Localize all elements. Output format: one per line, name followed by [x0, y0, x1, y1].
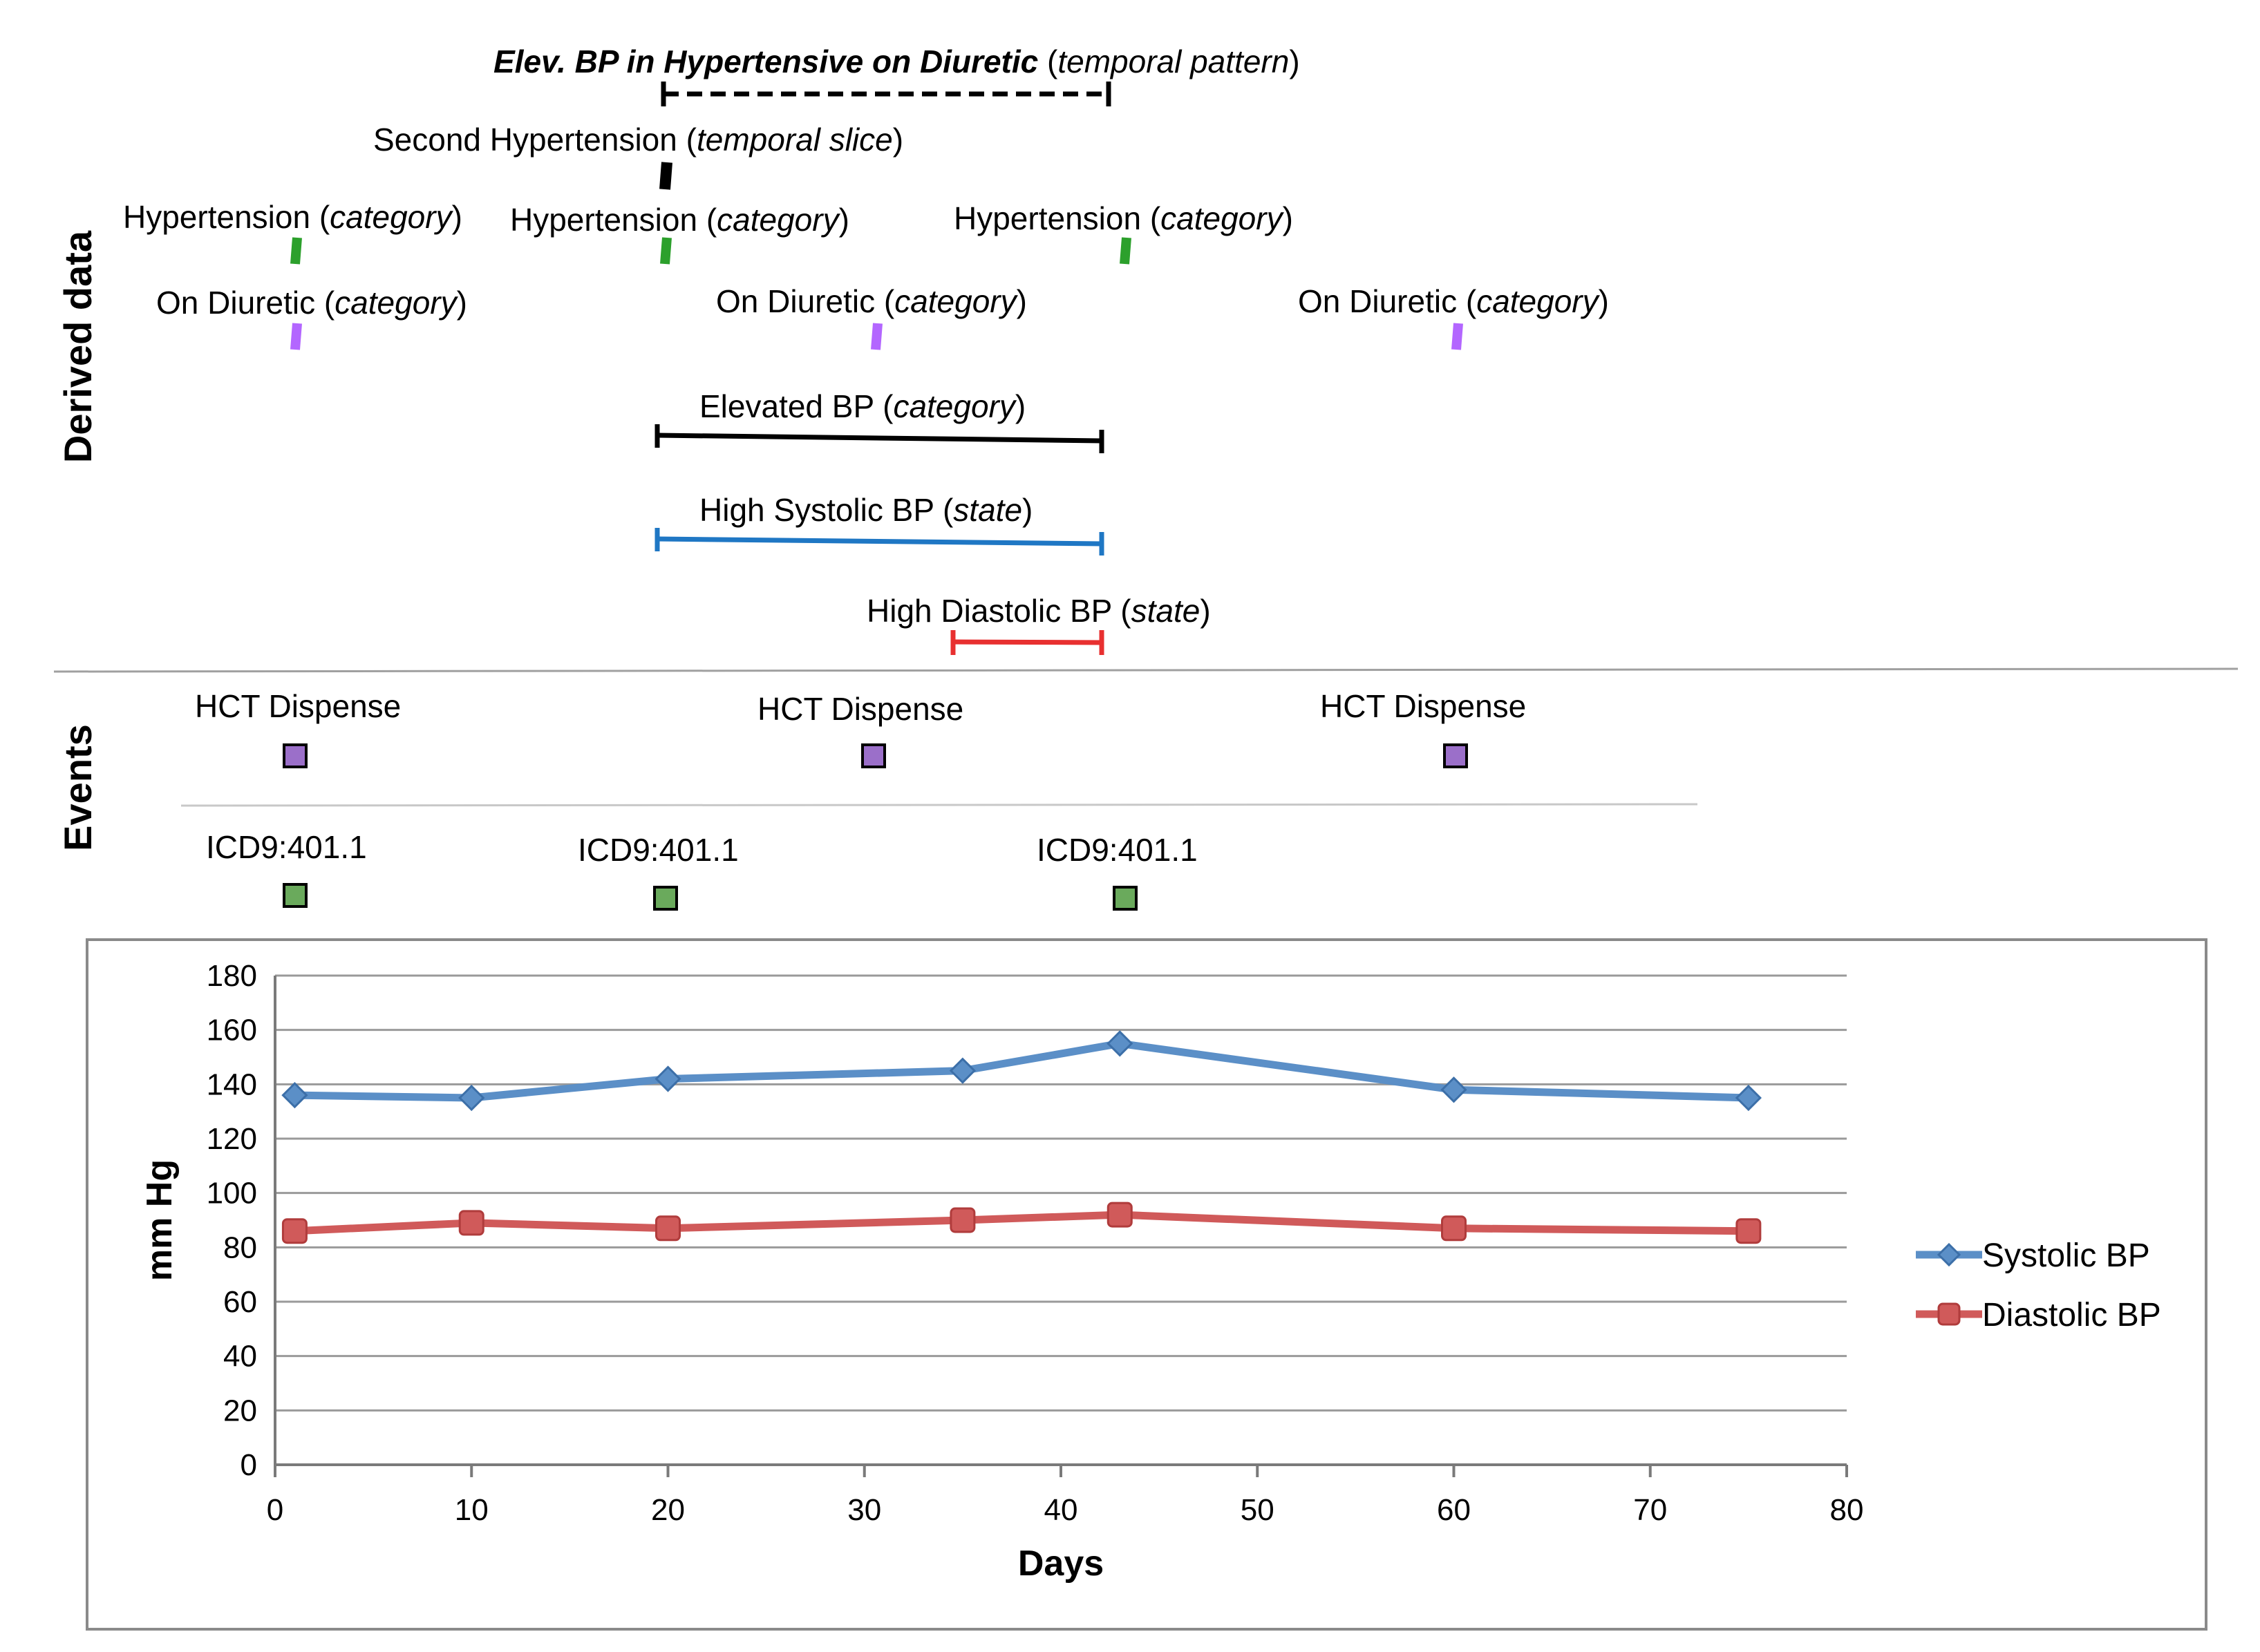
x-tick-label: 30	[847, 1493, 881, 1527]
y-tick-label: 0	[241, 1448, 257, 1482]
y-tick-label: 140	[207, 1067, 257, 1101]
systolic-point	[655, 1065, 681, 1092]
hypertension-mark-3	[1120, 237, 1131, 265]
x-tick-label: 0	[267, 1493, 283, 1527]
diuretic-mark-1	[290, 323, 302, 350]
systolic-point	[949, 1057, 976, 1084]
systolic-line	[294, 1039, 1749, 1102]
diuretic-marks	[290, 323, 1463, 350]
diastolic-point	[1735, 1218, 1762, 1244]
y-tick-label: 40	[223, 1340, 257, 1374]
x-tick-label: 40	[1044, 1493, 1078, 1527]
y-tick-label: 160	[207, 1014, 257, 1047]
diastolic-point	[655, 1215, 681, 1242]
chart-frame	[86, 938, 2207, 1631]
icd9-label-3: ICD9:401.1	[1037, 832, 1198, 868]
hypertension-mark-2	[660, 237, 672, 265]
diuretic-mark-2	[871, 323, 883, 350]
icd9-marker-1	[283, 883, 308, 908]
high-systolic-span	[655, 528, 1104, 556]
hypertension-label-1: Hypertension (category)	[123, 199, 462, 235]
diuretic-label-3: On Diuretic (category)	[1298, 283, 1609, 319]
diastolic-point	[1107, 1202, 1133, 1228]
diuretic-label-1: On Diuretic (category)	[156, 285, 467, 321]
hypertension-mark-1	[290, 237, 302, 265]
dispense-label-3: HCT Dispense	[1320, 688, 1526, 724]
y-tick-label: 20	[223, 1394, 257, 1427]
dispense-marker-2	[861, 743, 886, 768]
dispense-label-2: HCT Dispense	[757, 691, 963, 727]
x-tick-label: 80	[1830, 1493, 1864, 1527]
bp-chart: 0 20 40 60 80 100 120 140 160 180 0 10 20 30 40 50 60 70 8…	[207, 959, 1864, 1527]
y-tick-label: 120	[207, 1122, 257, 1156]
hypertension-marks	[290, 237, 1131, 265]
x-tick-label: 10	[455, 1493, 489, 1527]
dispense-marker-1	[283, 743, 308, 768]
y-axis-title: mm Hg	[140, 1159, 180, 1281]
diastolic-point	[950, 1207, 976, 1233]
hypertension-label-2: Hypertension (category)	[510, 202, 849, 238]
y-tick-label: 80	[223, 1231, 257, 1264]
high-systolic-label: High Systolic BP (state)	[699, 492, 1033, 528]
diuretic-label-2: On Diuretic (category)	[716, 283, 1027, 319]
x-tick-label: 60	[1437, 1493, 1471, 1527]
section-divider	[53, 667, 2239, 673]
dispense-marker-3	[1443, 743, 1468, 768]
icd9-markers	[283, 883, 1138, 911]
y-tick-label: 100	[207, 1177, 257, 1210]
x-tick-label: 50	[1241, 1493, 1274, 1527]
systolic-point	[458, 1084, 485, 1112]
diastolic-line	[294, 1210, 1749, 1235]
elevated-bp-span	[655, 424, 1104, 453]
chart-legend: Systolic BP Diastolic BP	[1916, 1237, 2161, 1333]
slice-label: Second Hypertension (temporal slice)	[373, 122, 903, 158]
pattern-name: Elev. BP in Hypertensive on Diuretic	[493, 44, 1038, 79]
dispense-markers	[283, 743, 1468, 768]
events-section-label: Events	[56, 724, 100, 851]
systolic-point	[1440, 1076, 1467, 1103]
icd9-marker-3	[1113, 886, 1138, 911]
hypertension-label-3: Hypertension (category)	[954, 200, 1293, 236]
slice-mark	[659, 162, 672, 190]
events-divider	[180, 803, 1698, 807]
systolic-point	[1107, 1030, 1133, 1057]
systolic-point	[281, 1081, 308, 1109]
pattern-span	[661, 82, 1111, 106]
diastolic-point	[458, 1210, 484, 1236]
diastolic-point	[281, 1218, 308, 1244]
x-axis-title: Days	[1018, 1544, 1104, 1584]
diuretic-mark-3	[1451, 323, 1463, 350]
legend-systolic-label: Systolic BP	[1982, 1237, 2150, 1274]
pattern-label: Elev. BP in Hypertensive on Diuretic (te…	[493, 44, 1300, 79]
high-diastolic-label: High Diastolic BP (state)	[867, 593, 1211, 629]
y-tick-label: 180	[207, 959, 257, 993]
x-tick-label: 20	[651, 1493, 685, 1527]
diastolic-point	[1937, 1302, 1961, 1326]
systolic-point	[1937, 1242, 1961, 1267]
icd9-marker-2	[653, 886, 678, 911]
icd9-label-1: ICD9:401.1	[206, 829, 367, 865]
x-tick-label: 70	[1633, 1493, 1667, 1527]
y-tick-label: 60	[223, 1285, 257, 1319]
derived-data-section-label: Derived data	[56, 230, 100, 463]
legend-diastolic-label: Diastolic BP	[1982, 1297, 2161, 1333]
dispense-label-1: HCT Dispense	[195, 688, 401, 724]
high-diastolic-span	[950, 630, 1104, 655]
icd9-label-2: ICD9:401.1	[578, 832, 739, 868]
diastolic-point	[1441, 1215, 1467, 1242]
elevated-bp-label: Elevated BP (category)	[699, 388, 1026, 424]
systolic-point	[1735, 1084, 1762, 1112]
